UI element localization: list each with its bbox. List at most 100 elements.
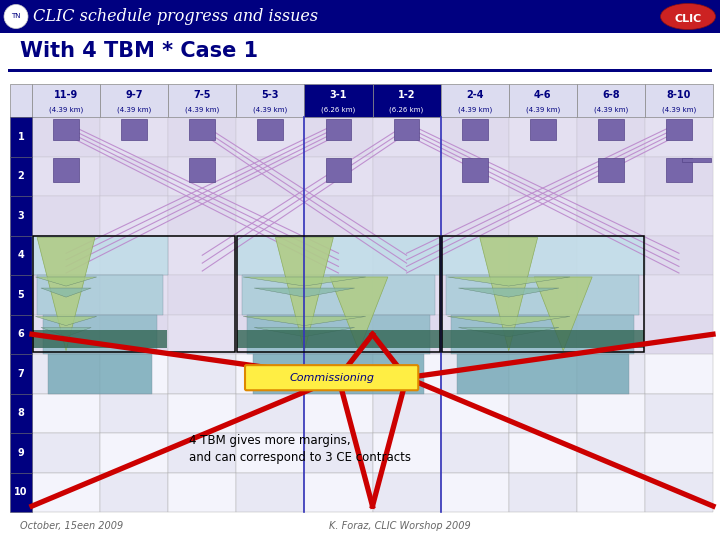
- Text: (6.26 km): (6.26 km): [321, 106, 356, 113]
- Text: CLIC: CLIC: [675, 14, 701, 24]
- Bar: [441, 354, 509, 394]
- Bar: [645, 433, 713, 472]
- Bar: [441, 117, 509, 157]
- Bar: [247, 314, 430, 354]
- Bar: [189, 158, 215, 182]
- Bar: [372, 117, 441, 157]
- Text: 5: 5: [17, 290, 24, 300]
- Bar: [441, 472, 509, 512]
- Bar: [372, 354, 441, 394]
- Bar: [236, 84, 305, 117]
- Bar: [100, 394, 168, 433]
- Bar: [305, 157, 372, 196]
- Polygon shape: [447, 277, 570, 286]
- FancyBboxPatch shape: [245, 365, 418, 390]
- Bar: [32, 84, 100, 117]
- Polygon shape: [459, 288, 559, 297]
- Bar: [441, 196, 509, 235]
- Text: (6.26 km): (6.26 km): [390, 106, 423, 113]
- Bar: [666, 119, 692, 140]
- Bar: [100, 117, 168, 157]
- Bar: [394, 119, 420, 140]
- Bar: [305, 196, 372, 235]
- Polygon shape: [447, 316, 570, 326]
- Bar: [441, 157, 509, 196]
- Bar: [441, 237, 644, 352]
- Bar: [305, 354, 372, 394]
- Bar: [441, 433, 509, 472]
- Bar: [509, 196, 577, 235]
- Bar: [372, 394, 441, 433]
- Bar: [121, 119, 147, 140]
- Text: TN: TN: [12, 14, 21, 19]
- Text: (4.39 km): (4.39 km): [185, 106, 220, 113]
- Bar: [446, 275, 639, 314]
- Circle shape: [4, 4, 28, 29]
- Bar: [577, 275, 645, 314]
- Bar: [577, 117, 645, 157]
- Bar: [238, 237, 440, 352]
- Polygon shape: [534, 277, 592, 351]
- Bar: [32, 433, 100, 472]
- Polygon shape: [41, 328, 91, 336]
- Bar: [305, 394, 372, 433]
- Text: With 4 TBM * Case 1: With 4 TBM * Case 1: [20, 41, 258, 61]
- Bar: [168, 472, 236, 512]
- Text: Commissioning: Commissioning: [289, 373, 374, 383]
- Bar: [168, 196, 236, 235]
- Bar: [32, 196, 100, 235]
- Polygon shape: [254, 288, 355, 297]
- Bar: [10, 472, 32, 512]
- Text: 4: 4: [17, 250, 24, 260]
- Bar: [462, 119, 487, 140]
- Bar: [441, 84, 509, 117]
- Bar: [598, 119, 624, 140]
- Polygon shape: [35, 316, 96, 326]
- Bar: [441, 275, 509, 314]
- Bar: [441, 235, 509, 275]
- Bar: [305, 275, 372, 314]
- Bar: [32, 472, 100, 512]
- Bar: [236, 117, 305, 157]
- Bar: [32, 235, 100, 275]
- Bar: [509, 235, 577, 275]
- Bar: [236, 275, 305, 314]
- Bar: [236, 433, 305, 472]
- Bar: [530, 119, 556, 140]
- Bar: [48, 354, 152, 394]
- Bar: [509, 275, 577, 314]
- Bar: [305, 235, 372, 275]
- Bar: [32, 394, 100, 433]
- Polygon shape: [37, 238, 95, 351]
- Text: (4.39 km): (4.39 km): [526, 106, 560, 113]
- Bar: [100, 196, 168, 235]
- Text: 8: 8: [17, 408, 24, 418]
- Bar: [10, 275, 32, 314]
- Bar: [577, 235, 645, 275]
- Bar: [457, 354, 629, 394]
- Bar: [305, 314, 372, 354]
- Bar: [577, 314, 645, 354]
- Bar: [32, 157, 100, 196]
- Bar: [236, 157, 305, 196]
- Bar: [509, 117, 577, 157]
- Bar: [168, 394, 236, 433]
- Bar: [509, 314, 577, 354]
- Polygon shape: [243, 316, 366, 326]
- Bar: [100, 433, 168, 472]
- Bar: [645, 84, 713, 117]
- Bar: [253, 354, 424, 394]
- Text: 10: 10: [14, 487, 28, 497]
- Bar: [10, 433, 32, 472]
- Polygon shape: [254, 328, 355, 336]
- Text: 11-9: 11-9: [54, 90, 78, 100]
- Bar: [168, 314, 236, 354]
- Bar: [53, 119, 79, 140]
- Text: 2: 2: [17, 171, 24, 181]
- Bar: [372, 235, 441, 275]
- Text: (4.39 km): (4.39 km): [49, 106, 84, 113]
- Bar: [645, 275, 713, 314]
- Text: 7: 7: [17, 369, 24, 379]
- Bar: [168, 84, 236, 117]
- Bar: [509, 394, 577, 433]
